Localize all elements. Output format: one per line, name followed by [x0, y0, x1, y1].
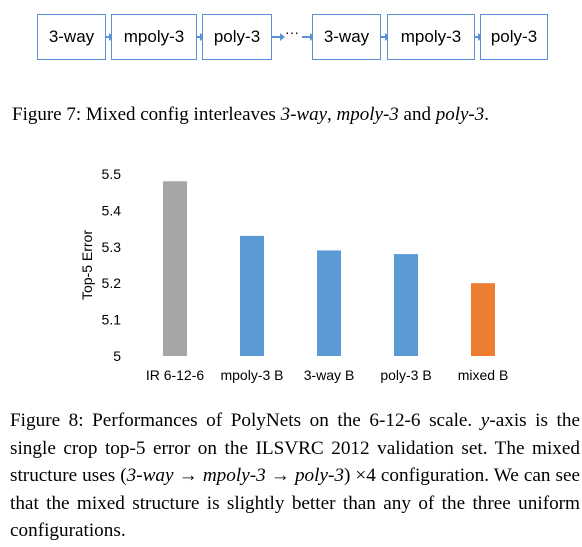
block-label: poly-3: [213, 27, 261, 46]
caption-italic: 3-way: [126, 465, 174, 486]
bar: [240, 235, 264, 356]
block-3-way-2: 3-way: [312, 14, 381, 60]
y-tick-label: 5.2: [102, 275, 122, 291]
caption-arrow: →: [265, 465, 295, 486]
y-ticks: 5 5.1 5.2 5.3 5.4 5.5: [102, 166, 122, 364]
x-tick-label: poly-3 B: [380, 367, 431, 383]
bar: [163, 181, 187, 356]
figure7-diagram: 3-way mpoly-3 poly-3 ··· 3-way mpoly-3 p…: [0, 0, 582, 80]
caption-italic: 3-way: [280, 104, 328, 125]
figure8-caption: Figure 8: Performances of PolyNets on th…: [10, 407, 580, 545]
block-label: 3-way: [323, 27, 370, 46]
caption-italic: poly-3: [294, 465, 344, 486]
caption-text: Mixed config interleaves: [81, 104, 281, 125]
y-tick-label: 5: [113, 348, 121, 364]
bar: [394, 254, 418, 356]
block-label: mpoly-3: [400, 27, 462, 46]
caption-text: ,: [327, 104, 337, 125]
figure7-caption: Figure 7: Mixed config interleaves 3-way…: [12, 103, 572, 127]
ellipsis: ···: [285, 24, 299, 40]
caption-arrow: →: [173, 465, 203, 486]
caption-text: .: [484, 104, 490, 125]
x-tick-labels: IR 6-12-6 mpoly-3 B 3-way B poly-3 B mixed B: [146, 367, 508, 383]
y-tick-label: 5.1: [102, 312, 122, 328]
caption-text: and: [398, 104, 436, 125]
caption-text: ) ×4 configuration. We can see that the …: [10, 465, 581, 541]
caption-italic: poly-3: [435, 104, 485, 125]
block-mpoly-3-2: mpoly-3: [387, 14, 475, 60]
arrow-icon: [272, 33, 285, 41]
caption-italic: mpoly-3: [202, 465, 266, 486]
block-label: poly-3: [490, 27, 538, 46]
block-label: mpoly-3: [123, 27, 185, 46]
caption-italic: y: [480, 410, 490, 431]
block-poly-3-1: poly-3: [202, 14, 272, 60]
caption-label: Figure 8:: [10, 410, 84, 431]
y-tick-label: 5.5: [102, 166, 122, 182]
block-3-way-1: 3-way: [37, 14, 106, 60]
caption-paragraph: Figure 8: Performances of PolyNets on th…: [10, 407, 580, 545]
arrow-icon: [302, 33, 315, 41]
bar: [471, 283, 495, 356]
y-tick-label: 5.3: [102, 239, 122, 255]
y-tick-label: 5.4: [102, 202, 122, 218]
block-poly-3-2: poly-3: [480, 14, 548, 60]
block-label: 3-way: [48, 27, 95, 46]
y-axis-label: Top-5 Error: [79, 230, 95, 300]
block-mpoly-3-1: mpoly-3: [111, 14, 197, 60]
bar-chart: Top-5 Error 5 5.1 5.2 5.3 5.4 5.5 IR 6-12-6 mp…: [79, 166, 508, 383]
caption-italic: mpoly-3: [336, 104, 399, 125]
x-tick-label: mpoly-3 B: [220, 367, 283, 383]
bar: [317, 250, 341, 356]
bars: [163, 181, 495, 356]
x-tick-label: mixed B: [458, 367, 509, 383]
x-tick-label: IR 6-12-6: [146, 367, 205, 383]
caption-text: -axis is the single crop top-5 error on …: [10, 410, 580, 486]
caption-text: Performances of PolyNets on the 6-12-6 s…: [83, 410, 481, 431]
x-tick-label: 3-way B: [304, 367, 355, 383]
caption-label: Figure 7:: [12, 104, 82, 125]
